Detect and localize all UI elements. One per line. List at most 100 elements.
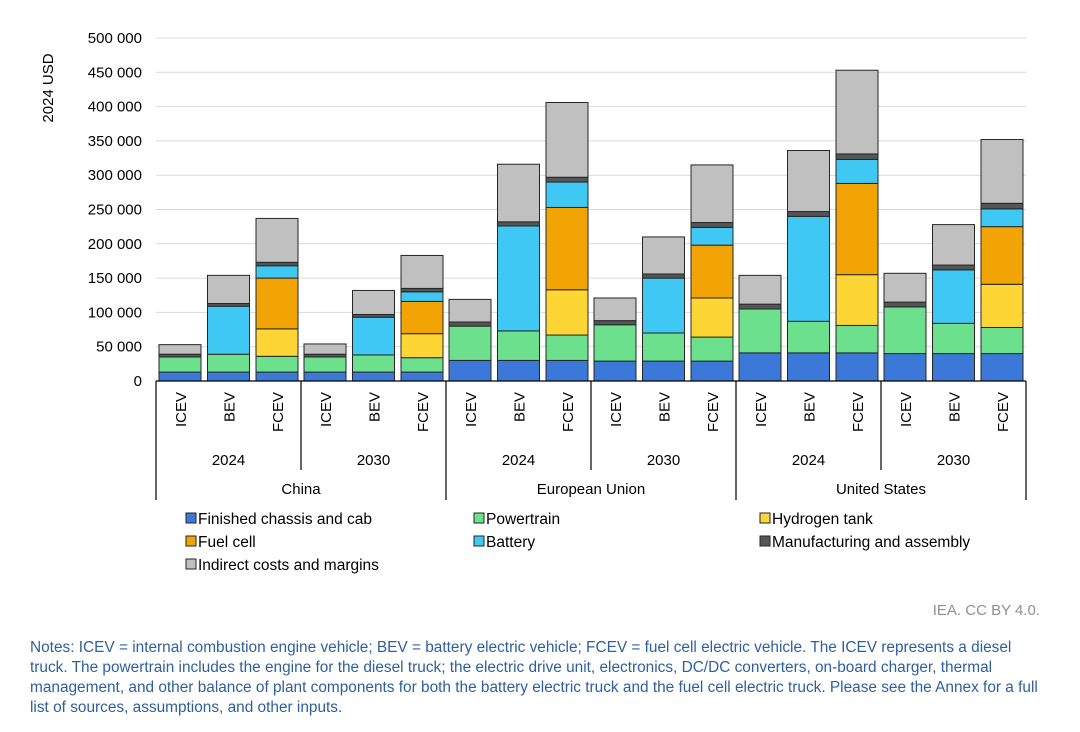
bar-segment — [352, 371, 395, 382]
bar-segment — [835, 324, 879, 354]
x-category-label: FCEV — [270, 392, 287, 432]
bar-segment — [545, 206, 589, 291]
y-tick-label: 250 000 — [88, 202, 142, 219]
bar-segment — [690, 297, 734, 338]
bar-segment — [593, 320, 637, 326]
bar-segment — [642, 277, 685, 334]
bar-segment — [497, 330, 540, 361]
bar-segment — [980, 283, 1024, 328]
bar-segment — [738, 352, 782, 382]
bar-segment — [352, 289, 395, 315]
bar-segment — [932, 224, 975, 266]
y-tick-label: 300 000 — [88, 167, 142, 184]
bar-segment — [255, 265, 299, 279]
bar-segment — [787, 215, 830, 322]
bar-segment — [545, 334, 589, 361]
y-tick-label: 150 000 — [88, 270, 142, 287]
y-tick-label: 0 — [134, 373, 142, 390]
y-tick-label: 450 000 — [88, 64, 142, 81]
y-tick-label: 200 000 — [88, 236, 142, 253]
x-category-label: BEV — [512, 392, 529, 422]
bar-segment — [255, 261, 299, 267]
bar-segment — [932, 269, 975, 324]
bar-segment — [690, 226, 734, 246]
bar-segment — [255, 355, 299, 373]
bar-segment — [980, 326, 1024, 355]
legend-label: Manufacturing and assembly — [772, 534, 970, 551]
bar-segment — [497, 221, 540, 227]
chart-notes: Notes: ICEV = internal combustion engine… — [30, 639, 1038, 716]
bar-segment — [400, 333, 444, 359]
x-region-label: China — [281, 481, 321, 498]
bar-segment — [642, 236, 685, 275]
y-tick-label: 100 000 — [88, 304, 142, 321]
x-region-label: United States — [836, 481, 926, 498]
bar-segment — [255, 328, 299, 357]
bar-segment — [448, 298, 492, 323]
x-category-label: ICEV — [318, 392, 335, 427]
x-category-label: ICEV — [463, 392, 480, 427]
bar-segment — [932, 322, 975, 355]
legend-label: Powertrain — [486, 511, 560, 528]
bar-segment — [835, 158, 879, 184]
attribution-label: IEA. CC BY 4.0. — [932, 602, 1040, 619]
bar-segment — [255, 217, 299, 263]
bar-segment — [255, 277, 299, 330]
bar-segment — [787, 320, 830, 354]
bar-segment — [545, 289, 589, 336]
x-category-label: BEV — [802, 392, 819, 422]
x-year-label: 2024 — [212, 452, 245, 469]
bar-segment — [883, 272, 927, 303]
x-category-label: ICEV — [173, 392, 190, 427]
y-tick-label: 500 000 — [88, 30, 142, 47]
y-axis-label: 2024 USD — [40, 53, 57, 122]
bar-segment — [835, 153, 879, 160]
bar-segment — [497, 359, 540, 382]
x-category-label: ICEV — [898, 392, 915, 427]
legend-label: Finished chassis and cab — [198, 511, 372, 528]
bar-segment — [980, 202, 1024, 210]
bar-segment — [835, 274, 879, 326]
x-category-label: BEV — [947, 392, 964, 422]
bar-segment — [158, 356, 202, 373]
bar-segment — [255, 371, 299, 382]
legend-swatch — [473, 512, 485, 524]
bar-segment — [545, 101, 589, 178]
legend-label: Fuel cell — [198, 534, 256, 551]
bar-segment — [400, 371, 444, 382]
legend-label: Indirect costs and margins — [198, 557, 379, 574]
bar-segment — [497, 225, 540, 332]
bar-segment — [158, 344, 202, 355]
bar-segment — [738, 303, 782, 310]
legend-swatch — [759, 535, 771, 547]
bar-segment — [980, 208, 1024, 228]
x-category-label: BEV — [222, 392, 239, 422]
x-category-label: FCEV — [995, 392, 1012, 432]
bar-segment — [835, 69, 879, 155]
bar-segment — [545, 181, 589, 208]
bar-segment — [207, 305, 250, 355]
bar-segment — [207, 274, 250, 304]
y-tick-label: 50 000 — [96, 339, 142, 356]
bar-segment — [787, 150, 830, 213]
bar-segment — [690, 222, 734, 228]
bar-segment — [400, 287, 444, 293]
bar-segment — [303, 356, 347, 373]
bar-segment — [593, 360, 637, 382]
legend-swatch — [185, 512, 197, 524]
stacked-bar-chart: 0 50 000 100 000 150 000 200 000 250 000 300 0… — [40, 30, 1027, 574]
bar-segment — [787, 352, 830, 382]
bar-segment — [642, 332, 685, 362]
bar-segment — [303, 371, 347, 382]
bar-segment — [980, 353, 1024, 382]
legend-swatch — [473, 535, 485, 547]
bar-segment — [448, 321, 492, 327]
bar-segment — [690, 164, 734, 224]
x-category-label: FCEV — [705, 392, 722, 432]
bar-segment — [400, 291, 444, 302]
bar-segment — [738, 308, 782, 354]
bar-segment — [207, 353, 250, 373]
bar-segment — [642, 273, 685, 279]
bar-segment — [497, 163, 540, 223]
bar-segment — [932, 353, 975, 382]
